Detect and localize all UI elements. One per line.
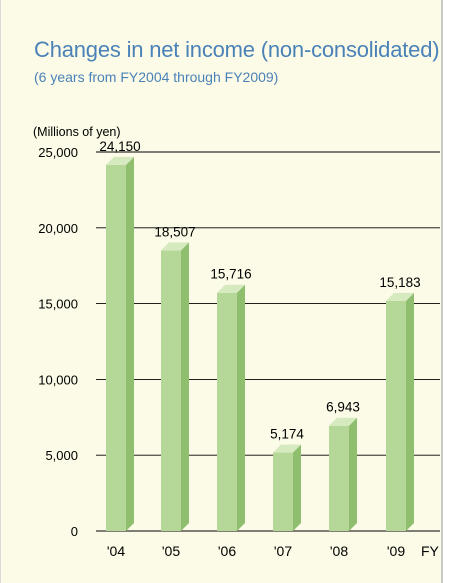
x-tick-label: '04 — [107, 543, 125, 559]
labels: 0 5,000 10,000 15,000 20,000 25,000 24,150 '04 1… — [38, 139, 439, 559]
gridlines — [96, 151, 440, 532]
bar-side-face — [126, 156, 134, 532]
bar-front-face — [106, 164, 126, 532]
bar-side-face — [237, 284, 245, 531]
data-label: 15,183 — [379, 275, 420, 290]
bar-top-face — [217, 284, 245, 293]
y-axis-unit-label: (Millions of yen) — [33, 125, 121, 139]
data-label: 15,716 — [210, 267, 251, 282]
data-label: 5,174 — [270, 427, 304, 442]
bar-top-face — [106, 156, 134, 165]
data-label: 24,150 — [99, 139, 140, 154]
chart-title: Changes in net income (non-consolidated) — [34, 37, 440, 62]
bar-front-face — [217, 292, 237, 531]
y-tick-label: 0 — [71, 524, 78, 539]
chart-subtitle: (6 years from FY2004 through FY2009) — [34, 69, 279, 85]
bar — [329, 417, 357, 531]
bar — [106, 156, 134, 532]
data-label: 18,507 — [154, 224, 195, 239]
bars — [106, 156, 414, 532]
x-tick-label: '06 — [218, 543, 236, 559]
x-tick-label: '05 — [162, 543, 180, 559]
y-tick-label: 5,000 — [45, 448, 78, 463]
y-tick-label: 25,000 — [38, 145, 78, 160]
bar-front-face — [161, 250, 181, 531]
y-tick-label: 20,000 — [38, 221, 78, 236]
x-tick-label: '07 — [274, 543, 292, 559]
y-tick-label: 10,000 — [38, 372, 78, 387]
bar-top-face — [386, 292, 414, 301]
bar-top-face — [329, 417, 357, 426]
bar-front-face — [273, 452, 293, 531]
y-tick-label: 15,000 — [38, 297, 78, 312]
bar-side-face — [349, 417, 357, 531]
bar — [273, 444, 301, 531]
x-tick-label: '08 — [330, 543, 348, 559]
bar-side-face — [181, 242, 189, 531]
bar — [217, 284, 245, 531]
bar-side-face — [406, 292, 414, 531]
bar-top-face — [273, 444, 301, 453]
bar-top-face — [161, 242, 189, 251]
bar-side-face — [293, 444, 301, 531]
bar — [161, 242, 189, 531]
bar-front-face — [329, 425, 349, 531]
bar — [386, 292, 414, 531]
bar-front-face — [386, 300, 406, 531]
data-label: 6,943 — [326, 400, 360, 415]
x-axis-label: FY — [421, 543, 440, 559]
x-tick-label: '09 — [387, 543, 405, 559]
